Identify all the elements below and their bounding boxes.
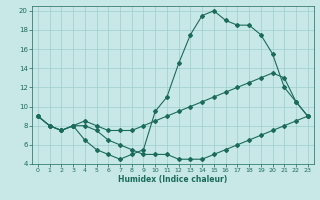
X-axis label: Humidex (Indice chaleur): Humidex (Indice chaleur) <box>118 175 228 184</box>
